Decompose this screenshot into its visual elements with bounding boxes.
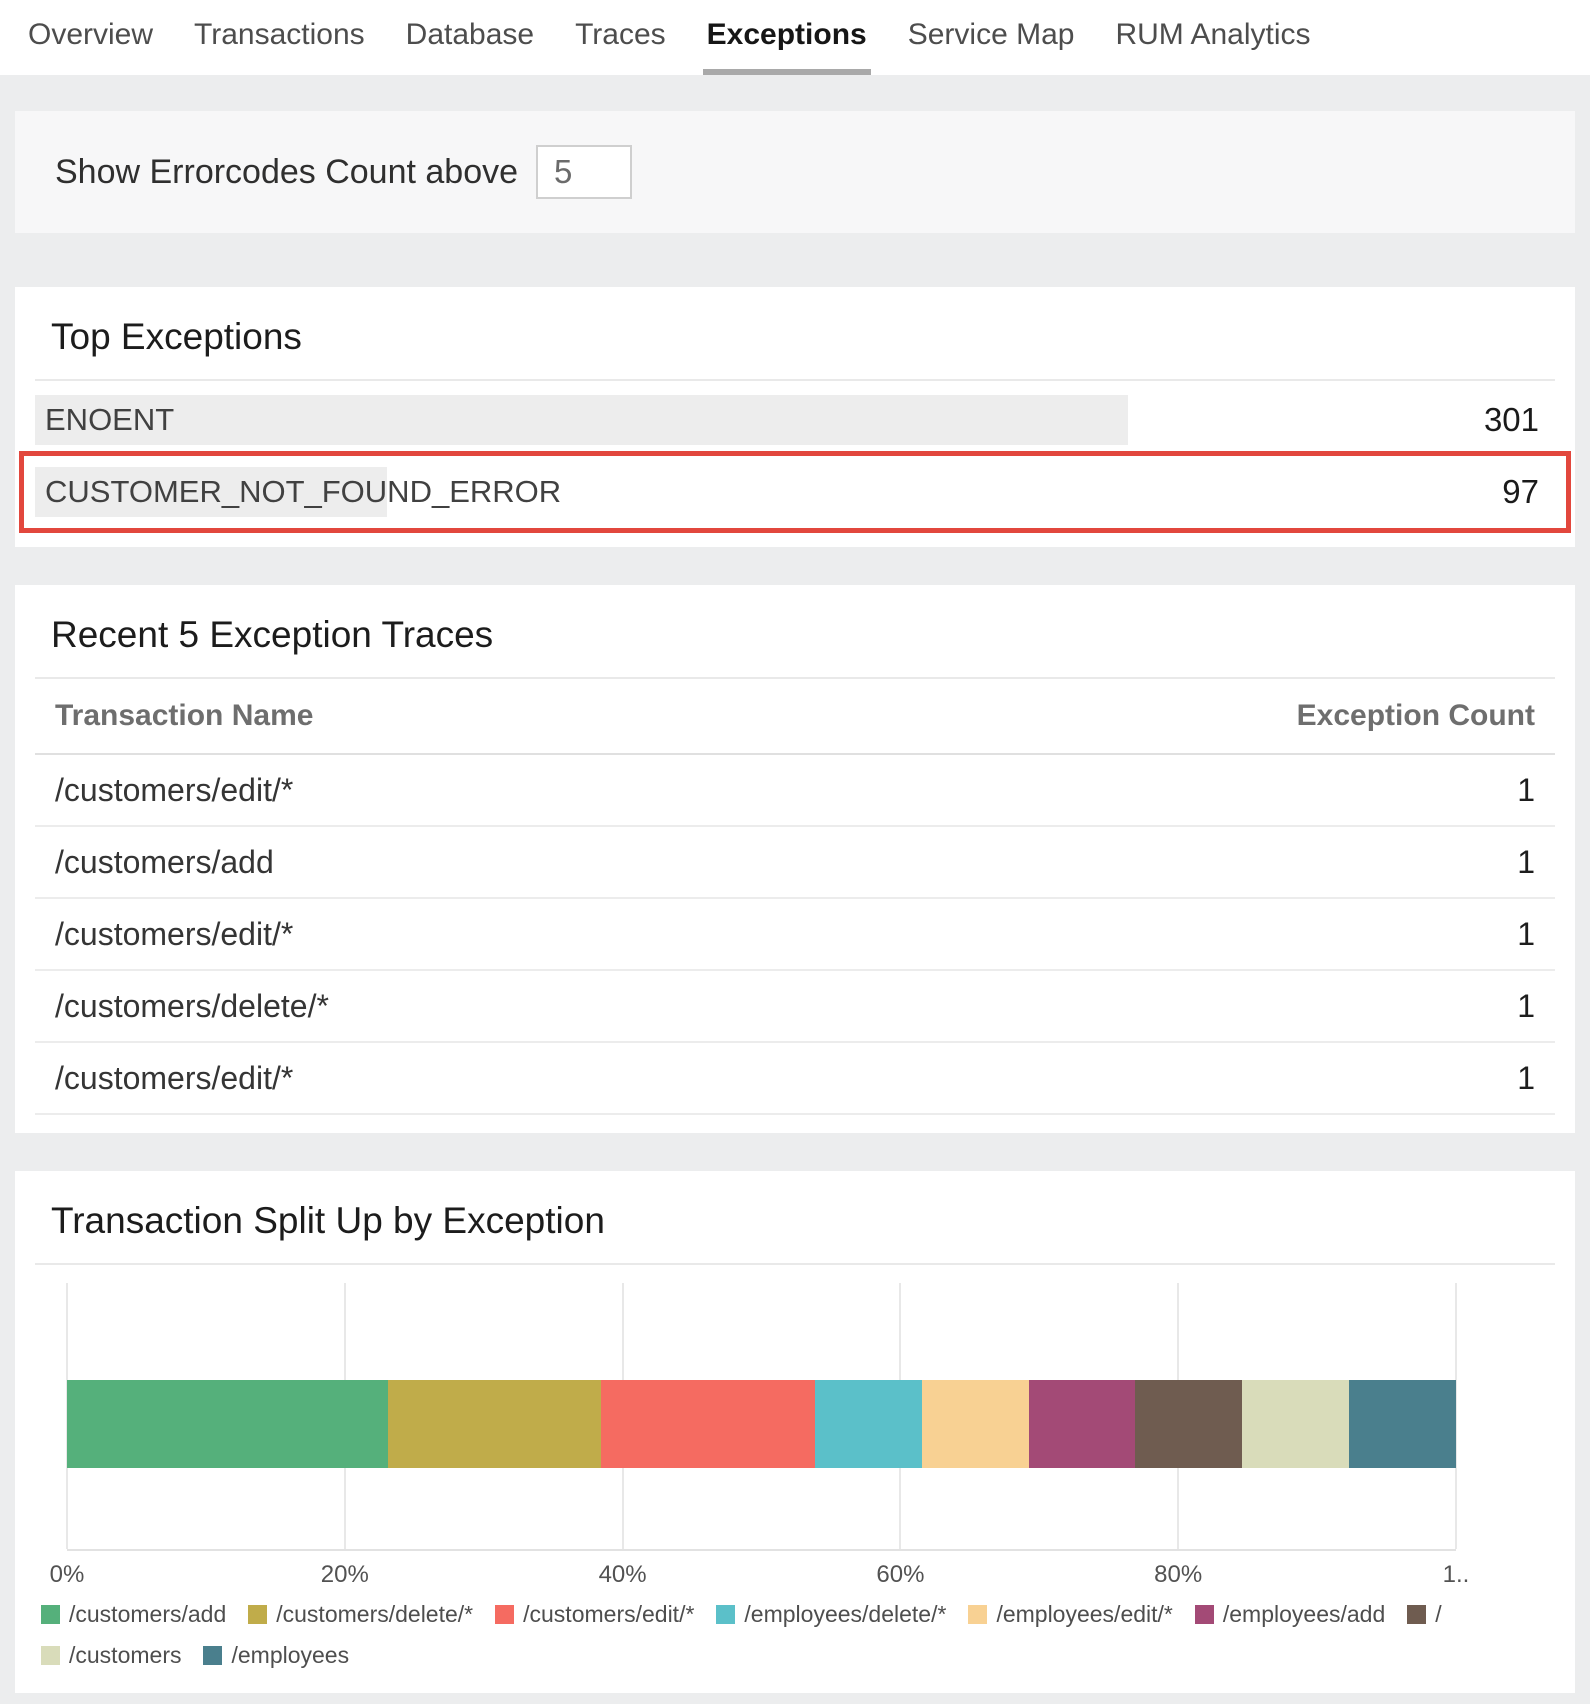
top-exception-row-highlighted[interactable]: CUSTOMER_NOT_FOUND_ERROR 97 [19,451,1571,533]
legend-item-employees[interactable]: /employees [203,1642,349,1669]
column-header-transaction-name: Transaction Name [55,699,314,732]
traces-table-body: /customers/edit/* 1/customers/add 1/custom… [35,755,1555,1115]
top-exceptions-title: Top Exceptions [51,316,302,357]
legend-swatch [203,1646,223,1665]
legend-label: /employees/edit/* [996,1601,1173,1627]
transaction-split-panel: Transaction Split Up by Exception 0% 20% 4… [15,1171,1575,1693]
tab-traces[interactable]: Traces [575,17,666,51]
bar-segment-customers-add[interactable] [67,1380,388,1468]
bar-segment-customers[interactable] [1242,1380,1350,1468]
trace-transaction-name: /customers/edit/* [55,771,294,808]
exception-name: ENOENT [45,402,175,437]
trace-exception-count: 1 [1517,843,1535,880]
exception-count-bar [35,395,1128,445]
bar-segment-employees-edit[interactable] [921,1380,1029,1468]
tab-rum-analytics[interactable]: RUM Analytics [1115,17,1311,51]
legend-swatch [495,1605,515,1624]
chart-plot-area: 0% 20% 40% 60% 80% 1.. [50,1283,1470,1591]
stacked-bar [67,1380,1456,1468]
chart-title: Transaction Split Up by Exception [51,1200,605,1241]
exception-count: 97 [1502,473,1539,510]
bar-segment-customers-edit[interactable] [601,1380,815,1468]
trace-row[interactable]: /customers/edit/* 1 [35,1043,1555,1115]
legend-item-customers[interactable]: /customers [41,1642,181,1669]
legend-item-employees-delete[interactable]: /employees/delete/* [716,1601,946,1628]
legend-item-employees-edit[interactable]: /employees/edit/* [968,1601,1173,1628]
top-exception-row[interactable]: ENOENT 301 [35,395,1555,445]
tab-overview[interactable]: Overview [28,17,154,51]
legend-swatch [41,1646,60,1665]
plot-grid [66,1283,1457,1551]
bar-segment-customers-delete[interactable] [387,1380,602,1468]
legend-label: / [1435,1601,1442,1627]
top-exceptions-rows: ENOENT 301 CUSTOMER_NOT_FOUND_ERROR 97 [19,395,1571,533]
x-tick-label: 0% [49,1561,85,1588]
divider [35,677,1555,679]
legend-swatch [1407,1605,1427,1624]
top-exceptions-panel: Top Exceptions ENOENT 301 CUSTOMER_NOT_FOU… [15,287,1575,547]
divider [35,1263,1555,1265]
exception-name: CUSTOMER_NOT_FOUND_ERROR [45,474,562,509]
trace-exception-count: 1 [1517,915,1535,952]
gridline [1455,1283,1457,1549]
trace-row[interactable]: /customers/edit/* 1 [35,755,1555,827]
trace-row[interactable]: /customers/edit/* 1 [35,899,1555,971]
x-axis-ticks: 0% 20% 40% 60% 80% 1.. [50,1561,1470,1591]
x-tick-label: 60% [876,1561,925,1588]
trace-row[interactable]: /customers/delete/* 1 [35,971,1555,1043]
trace-row[interactable]: /customers/add 1 [35,827,1555,899]
errorcode-filter-label: Show Errorcodes Count above [55,152,519,191]
trace-transaction-name: /customers/delete/* [55,987,329,1024]
tab-database[interactable]: Database [405,17,535,51]
bar-segment-employees-add[interactable] [1028,1380,1136,1468]
tab-service-map[interactable]: Service Map [907,17,1075,51]
x-tick-label: 1.. [1442,1561,1470,1588]
traces-table-header: Transaction Name Exception Count [35,679,1555,755]
legend-label: /employees/delete/* [744,1601,947,1627]
legend-label: /customers [69,1642,182,1668]
recent-traces-title: Recent 5 Exception Traces [51,614,494,655]
column-header-exception-count: Exception Count [1296,699,1535,732]
errorcode-filter-panel: Show Errorcodes Count above [15,111,1575,233]
bar-segment-employees-delete[interactable] [814,1380,922,1468]
legend-label: /customers/add [69,1601,227,1627]
bar-segment-[interactable] [1135,1380,1243,1468]
exception-count: 301 [1483,401,1539,438]
tab-transactions[interactable]: Transactions [194,17,365,51]
chart-legend: /customers/add/customers/delete/* /custom… [41,1601,1461,1669]
nav-tabs: Overview Transactions Database Traces Except… [0,0,1590,75]
legend-item-customers-edit[interactable]: /customers/edit/* [495,1601,694,1628]
trace-exception-count: 1 [1517,1059,1535,1096]
x-tick-label: 20% [320,1561,369,1588]
legend-swatch [968,1605,988,1624]
legend-swatch [716,1605,736,1624]
legend-item-employees-add[interactable]: /employees/add [1194,1601,1386,1628]
trace-exception-count: 1 [1517,987,1535,1024]
legend-label: /customers/edit/* [523,1601,695,1627]
errorcode-threshold-input[interactable] [536,145,633,199]
recent-traces-panel: Recent 5 Exception Traces Transaction Na… [15,585,1575,1133]
legend-label: /employees/add [1222,1601,1386,1627]
x-tick-label: 40% [598,1561,647,1588]
trace-transaction-name: /customers/add [55,843,274,880]
traces-table: Transaction Name Exception Count /custom… [35,679,1555,1115]
legend-item-customers-delete[interactable]: /customers/delete/* [248,1601,473,1628]
legend-item-customers-add[interactable]: /customers/add [41,1601,226,1628]
trace-transaction-name: /customers/edit/* [55,1059,294,1096]
tab-exceptions[interactable]: Exceptions [702,0,871,75]
trace-transaction-name: /customers/edit/* [55,915,294,952]
divider [35,379,1555,381]
legend-swatch [248,1605,268,1624]
bar-segment-employees[interactable] [1349,1380,1456,1468]
legend-swatch [1194,1605,1214,1624]
legend-swatch [41,1605,60,1624]
x-tick-label: 80% [1154,1561,1203,1588]
legend-label: /employees [231,1642,350,1668]
trace-exception-count: 1 [1517,771,1535,808]
exception-count-bar [35,467,388,517]
legend-label: /customers/delete/* [276,1601,474,1627]
legend-item-[interactable]: / [1407,1601,1442,1628]
